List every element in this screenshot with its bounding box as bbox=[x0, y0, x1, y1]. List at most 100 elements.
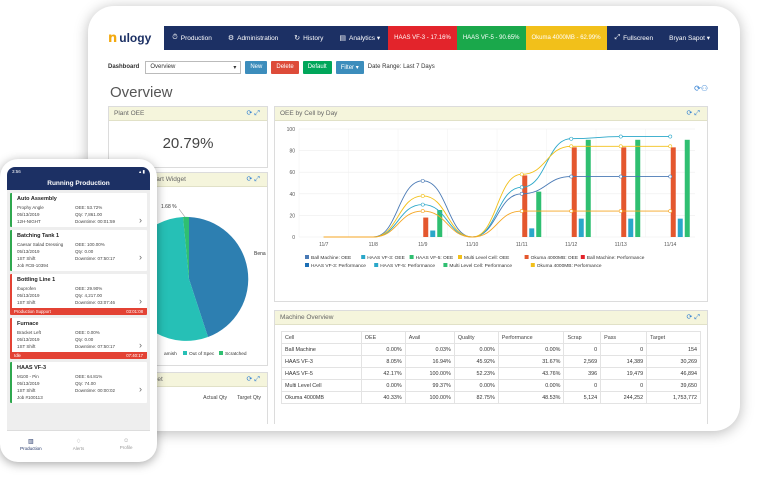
column-header[interactable]: Avail bbox=[404, 331, 455, 344]
column-header[interactable]: Target bbox=[646, 331, 701, 344]
list-item[interactable]: HAAS VF-3 M100 - Pin OEE: 64.81% 05/13/2019… bbox=[10, 362, 147, 403]
panel-tools-icon[interactable]: ⟳⤢ bbox=[246, 176, 262, 183]
refresh-all-icon[interactable]: ⟳⚇ bbox=[694, 84, 708, 93]
bar[interactable] bbox=[578, 218, 584, 237]
list-item[interactable]: Furnace Bracket Left OEE: 0.00% 05/13/2019 Q… bbox=[10, 318, 147, 359]
table-row[interactable]: Multi Level Cell 0.00% 99.37% 0.00% 0.00% 0 0 3… bbox=[281, 379, 701, 392]
tab-profile[interactable]: ☺ Profile bbox=[102, 431, 150, 457]
user-menu[interactable]: Bryan Sapot ▾ bbox=[669, 35, 710, 42]
column-header[interactable]: Pass bbox=[600, 331, 648, 344]
data-point[interactable] bbox=[569, 144, 574, 149]
panel-tools-icon[interactable]: ⟳⤢ bbox=[686, 110, 702, 117]
bar[interactable] bbox=[430, 230, 436, 237]
alert-flag[interactable]: Production Support 03:01:08 bbox=[10, 308, 147, 315]
chevron-right-icon[interactable]: › bbox=[139, 215, 142, 225]
legend-entry[interactable]: HAAS VF-5: Performance bbox=[380, 263, 435, 269]
data-point[interactable] bbox=[668, 174, 673, 179]
data-point[interactable] bbox=[618, 144, 623, 149]
machine-badge-okuma[interactable]: Okuma 4000MB - 62.99% bbox=[525, 26, 607, 50]
nav-history[interactable]: ↻ History bbox=[286, 26, 331, 50]
panel-tools-icon[interactable]: ⟳⤢ bbox=[686, 314, 702, 321]
data-point[interactable] bbox=[618, 174, 623, 179]
tab-alerts[interactable]: ♢ Alerts bbox=[55, 431, 103, 457]
bar[interactable] bbox=[571, 147, 577, 237]
new-button[interactable]: New bbox=[245, 60, 268, 74]
column-header[interactable]: Scrap bbox=[563, 331, 602, 344]
bar[interactable] bbox=[423, 217, 429, 237]
bar[interactable] bbox=[677, 218, 683, 237]
bar[interactable] bbox=[635, 139, 641, 237]
chevron-right-icon[interactable]: › bbox=[139, 252, 142, 262]
data-point[interactable] bbox=[569, 136, 574, 141]
legend-entry[interactable]: HAAS VF-3: OEE bbox=[367, 255, 405, 261]
nav-analytics[interactable]: ▤ Analytics ▾ bbox=[331, 26, 388, 50]
legend-entry[interactable]: Okuma 4000MB: Performance bbox=[537, 263, 602, 269]
pie-slice-scratched[interactable] bbox=[183, 216, 189, 279]
list-item[interactable]: Batching Tank 1 Caesar Salad Dressing OEE:… bbox=[10, 230, 147, 271]
legend-entry[interactable]: Multi Level Cell: Performance bbox=[449, 263, 512, 269]
machine-badge-haas-vf3[interactable]: HAAS VF-3 - 17.16% bbox=[388, 26, 457, 50]
chevron-right-icon[interactable]: › bbox=[139, 296, 142, 306]
data-point[interactable] bbox=[420, 194, 425, 198]
default-button[interactable]: Default bbox=[302, 60, 332, 74]
data-point[interactable] bbox=[519, 209, 524, 213]
table-row[interactable]: HAAS VF-3 8.05% 16.94% 45.92% 31.67% 2,569 14,… bbox=[281, 355, 701, 368]
data-point[interactable] bbox=[519, 172, 524, 177]
series-line[interactable] bbox=[323, 176, 671, 238]
column-header[interactable]: OEE bbox=[360, 331, 406, 344]
column-header[interactable]: Quality bbox=[453, 331, 499, 344]
data-point[interactable] bbox=[420, 178, 425, 183]
nav-production[interactable]: ⏱ Production bbox=[164, 26, 220, 50]
machine-badge-haas-vf5[interactable]: HAAS VF-5 - 90.65% bbox=[456, 26, 526, 50]
filter-button[interactable]: Filter ▾ bbox=[335, 60, 364, 74]
legend-entry[interactable]: Multi Level Cell: OEE bbox=[464, 255, 509, 261]
bar[interactable] bbox=[522, 175, 528, 237]
panel-tools-icon[interactable]: ⟳⤢ bbox=[246, 376, 262, 383]
legend-entry[interactable]: Ball Machine: Performance bbox=[587, 255, 645, 261]
data-point[interactable] bbox=[519, 191, 524, 196]
data-point[interactable] bbox=[668, 144, 673, 149]
table-row[interactable]: Okuma 4000MB 40.33% 100.00% 82.75% 48.53% 5,1… bbox=[281, 391, 701, 404]
data-point[interactable] bbox=[569, 174, 574, 179]
legend-entry[interactable]: Ball Machine: OEE bbox=[311, 255, 351, 261]
chevron-right-icon[interactable]: › bbox=[139, 340, 142, 350]
legend-entry[interactable]: HAAS VF-5: OEE bbox=[416, 255, 454, 261]
table-row[interactable]: Ball Machine 0.00% 0.03% 0.00% 0.00% 0 0 154 bbox=[281, 343, 701, 356]
bar[interactable] bbox=[536, 191, 542, 237]
data-point[interactable] bbox=[668, 209, 673, 213]
column-header[interactable]: Cell bbox=[281, 331, 362, 344]
bar[interactable] bbox=[585, 139, 591, 237]
pie-slice-bena[interactable] bbox=[189, 217, 249, 337]
bar[interactable] bbox=[529, 228, 535, 237]
data-point[interactable] bbox=[618, 134, 623, 139]
running-production-list[interactable]: Auto Assembly Prophy Angle OEE: 53.72% 05/1… bbox=[7, 190, 150, 430]
data-point[interactable] bbox=[420, 202, 425, 207]
data-point[interactable] bbox=[519, 185, 524, 190]
bar[interactable] bbox=[670, 147, 676, 237]
delete-button[interactable]: Delete bbox=[271, 60, 299, 74]
nav-administration[interactable]: ⚙ Administration bbox=[220, 26, 286, 50]
series-line[interactable] bbox=[323, 210, 671, 238]
bar[interactable] bbox=[437, 210, 443, 237]
legend-entry[interactable]: HAAS VF-3: Performance bbox=[311, 263, 366, 269]
bar[interactable] bbox=[684, 139, 690, 237]
data-point[interactable] bbox=[618, 209, 623, 213]
list-item[interactable]: Bottling Line 1 Ibuprofen OEE: 29.90% 05/13… bbox=[10, 274, 147, 315]
table-row[interactable]: HAAS VF-5 42.17% 100.00% 52.23% 43.76% 396 19,… bbox=[281, 367, 701, 380]
data-point[interactable] bbox=[668, 134, 673, 139]
chevron-right-icon[interactable]: › bbox=[139, 384, 142, 394]
data-point[interactable] bbox=[420, 209, 425, 213]
data-point[interactable] bbox=[569, 209, 574, 213]
series-line[interactable] bbox=[323, 136, 671, 238]
bar[interactable] bbox=[621, 147, 627, 237]
series-line[interactable] bbox=[323, 145, 671, 238]
tab-production[interactable]: ▥ Production bbox=[7, 431, 55, 457]
nulogy-logo[interactable]: n ulogy bbox=[98, 26, 165, 50]
panel-tools-icon[interactable]: ⟳⤢ bbox=[246, 110, 262, 117]
alert-flag[interactable]: Idle 07:40:17 bbox=[10, 352, 147, 359]
legend-entry[interactable]: Okuma 4000MB: OEE bbox=[531, 255, 578, 261]
column-header[interactable]: Performance bbox=[497, 331, 565, 344]
list-item[interactable]: Auto Assembly Prophy Angle OEE: 53.72% 05/1… bbox=[10, 193, 147, 227]
dashboard-select[interactable]: Overview ▾ bbox=[145, 60, 242, 74]
fullscreen-button[interactable]: ⤢ Fullscreen bbox=[607, 26, 662, 50]
